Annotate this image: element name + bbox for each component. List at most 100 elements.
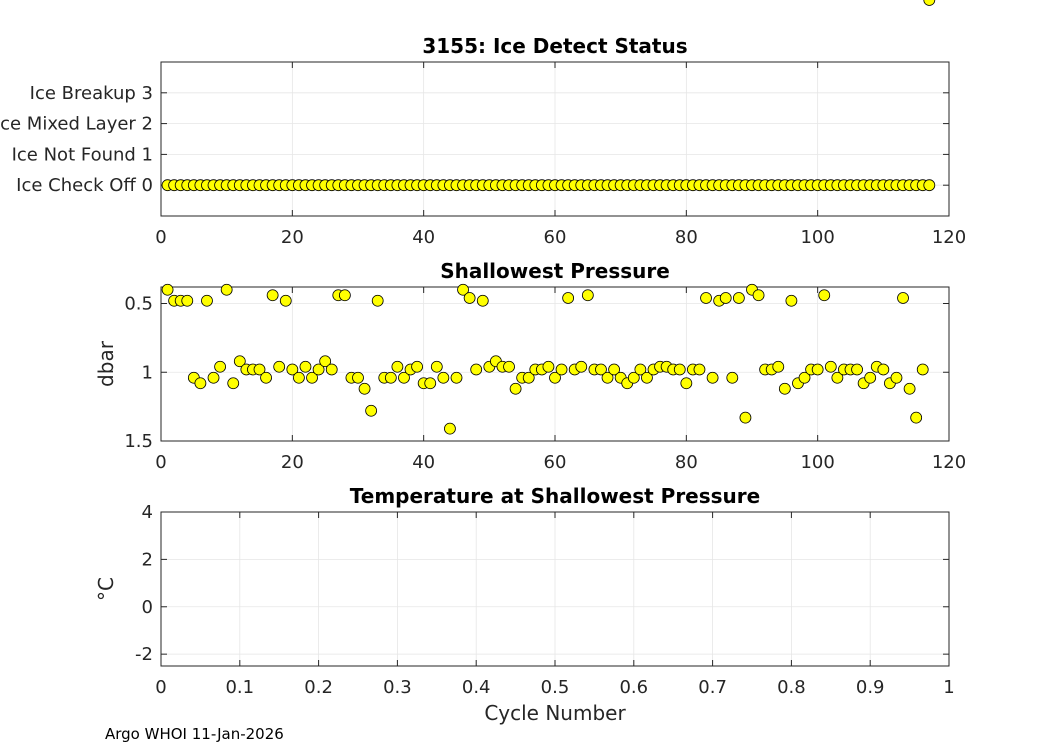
plot2-data-point xyxy=(785,294,798,307)
plot2-data-point xyxy=(365,404,378,417)
plot2-data-point xyxy=(595,363,607,376)
plot2-y-axis-label: dbar xyxy=(94,340,118,387)
plot2-data-point xyxy=(726,371,739,384)
plot2-y-tick-label: 0.5 xyxy=(124,294,153,315)
plot2-data-point xyxy=(864,371,877,384)
plot2-data-point xyxy=(693,363,706,376)
plot2-data-point xyxy=(549,371,561,384)
plot2-data-point xyxy=(286,363,299,376)
plot2-data-point xyxy=(732,292,745,304)
plot3-title: Temperature at Shallowest Pressure xyxy=(350,484,760,508)
plot1-y-tick-label: Ice Mixed Layer 2 xyxy=(0,114,153,135)
plot2-data-point xyxy=(470,363,483,376)
plot2-data-point xyxy=(575,360,588,373)
plot2-data-point xyxy=(266,289,279,302)
plot2-data-point xyxy=(233,355,246,368)
plot2-data-point xyxy=(220,283,233,296)
plot2-data-point xyxy=(299,360,312,373)
plot1-x-tick-label: 100 xyxy=(800,227,834,248)
plot2-data-point xyxy=(522,371,535,384)
plot3-x-tick-label: 0.2 xyxy=(304,677,333,698)
plot3-x-tick-label: 1 xyxy=(943,677,954,698)
plot2-data-point xyxy=(260,371,272,384)
plot2-data-point xyxy=(457,283,469,296)
plot2-data-point xyxy=(627,371,640,384)
plot2-data-point xyxy=(916,363,929,376)
plot2-data-point xyxy=(312,363,325,376)
plot2-data-point xyxy=(463,292,476,304)
plot3-y-axis-label: °C xyxy=(94,577,118,601)
plot3-y-tick-label: 2 xyxy=(142,549,153,570)
plot2-data-point xyxy=(424,377,437,390)
plot3-x-axis-label: Cycle Number xyxy=(484,701,626,725)
plot2-data-point xyxy=(700,292,712,304)
plot2-data-point xyxy=(437,371,450,384)
plot3-x-tick-label: 0.1 xyxy=(225,677,254,698)
plot2-x-tick-label: 100 xyxy=(800,452,834,473)
plot1-x-tick-label: 60 xyxy=(544,227,567,248)
plot2-data-point xyxy=(581,289,594,302)
plot2-x-tick-label: 120 xyxy=(932,452,966,473)
plot2-data-point xyxy=(503,360,515,373)
plot3-x-tick-label: 0.8 xyxy=(777,677,806,698)
plot2-title: Shallowest Pressure xyxy=(440,259,670,283)
plot2-data-point xyxy=(325,363,338,376)
plot2-data-point xyxy=(811,363,824,376)
plot2-data-point xyxy=(562,292,575,304)
plot2-data-point xyxy=(923,0,936,6)
plot1-x-tick-label: 0 xyxy=(155,227,166,248)
plot2-data-point xyxy=(207,371,220,384)
plot3-y-tick-label: -2 xyxy=(135,644,153,665)
plot2-data-point xyxy=(201,294,213,307)
plot3-x-tick-label: 0.7 xyxy=(698,677,727,698)
plot2-data-point xyxy=(752,289,765,302)
plot2-data-point xyxy=(476,294,489,307)
plot2-data-point xyxy=(910,411,923,424)
plot2-data-point xyxy=(542,360,555,373)
plot2-data-point xyxy=(319,355,332,368)
plot1-x-tick-label: 120 xyxy=(932,227,966,248)
plot2-data-point xyxy=(384,371,397,384)
plot3-x-tick-label: 0 xyxy=(155,677,166,698)
plot2-data-point xyxy=(509,382,522,395)
plot2-x-tick-label: 60 xyxy=(544,452,567,473)
plot2-data-point xyxy=(897,292,909,304)
plot2-data-point xyxy=(430,360,443,373)
plot2-data-point xyxy=(358,382,371,395)
plot1-data-point xyxy=(923,179,936,192)
plot2-data-point xyxy=(253,363,266,376)
plot2-data-point xyxy=(194,377,207,390)
plot2-data-point xyxy=(680,377,693,390)
plot2-data-point xyxy=(634,363,647,376)
plot2-data-point xyxy=(444,422,456,435)
plot2-data-point xyxy=(161,283,174,296)
plot1-y-tick-label: Ice Breakup 3 xyxy=(30,83,153,104)
plot2-x-tick-label: 0 xyxy=(155,452,166,473)
plot1-x-tick-label: 20 xyxy=(281,227,304,248)
plot2-data-point xyxy=(398,371,410,384)
plot2-data-point xyxy=(739,411,752,424)
plot2-data-point xyxy=(772,360,785,373)
plot2-data-point xyxy=(818,289,831,302)
plot2-data-point xyxy=(555,363,568,376)
plot2-x-tick-label: 40 xyxy=(412,452,435,473)
plot2-x-tick-label: 80 xyxy=(675,452,698,473)
plot3-x-tick-label: 0.9 xyxy=(856,677,885,698)
plot2-data-point xyxy=(411,360,424,373)
plot1-y-tick-label: Ice Check Off 0 xyxy=(16,175,153,196)
plot1-x-tick-label: 80 xyxy=(675,227,698,248)
plot2-x-tick-label: 20 xyxy=(281,452,304,473)
plot2-data-point xyxy=(338,289,351,302)
plot2-data-point xyxy=(450,371,463,384)
plot2-data-point xyxy=(890,371,903,384)
plot1-title: 3155: Ice Detect Status xyxy=(422,34,687,58)
plot3-y-tick-label: 0 xyxy=(142,597,153,618)
plot2-data-point xyxy=(371,294,384,307)
plot3-x-tick-label: 0.6 xyxy=(619,677,648,698)
plot3-x-tick-label: 0.4 xyxy=(462,677,491,698)
plot2-data-point xyxy=(608,363,620,376)
plot2-data-point xyxy=(706,371,719,384)
plot2-y-tick-label: 1.5 xyxy=(124,431,153,452)
plot2-data-point xyxy=(601,371,614,384)
plot3-y-tick-label: 4 xyxy=(142,502,153,523)
